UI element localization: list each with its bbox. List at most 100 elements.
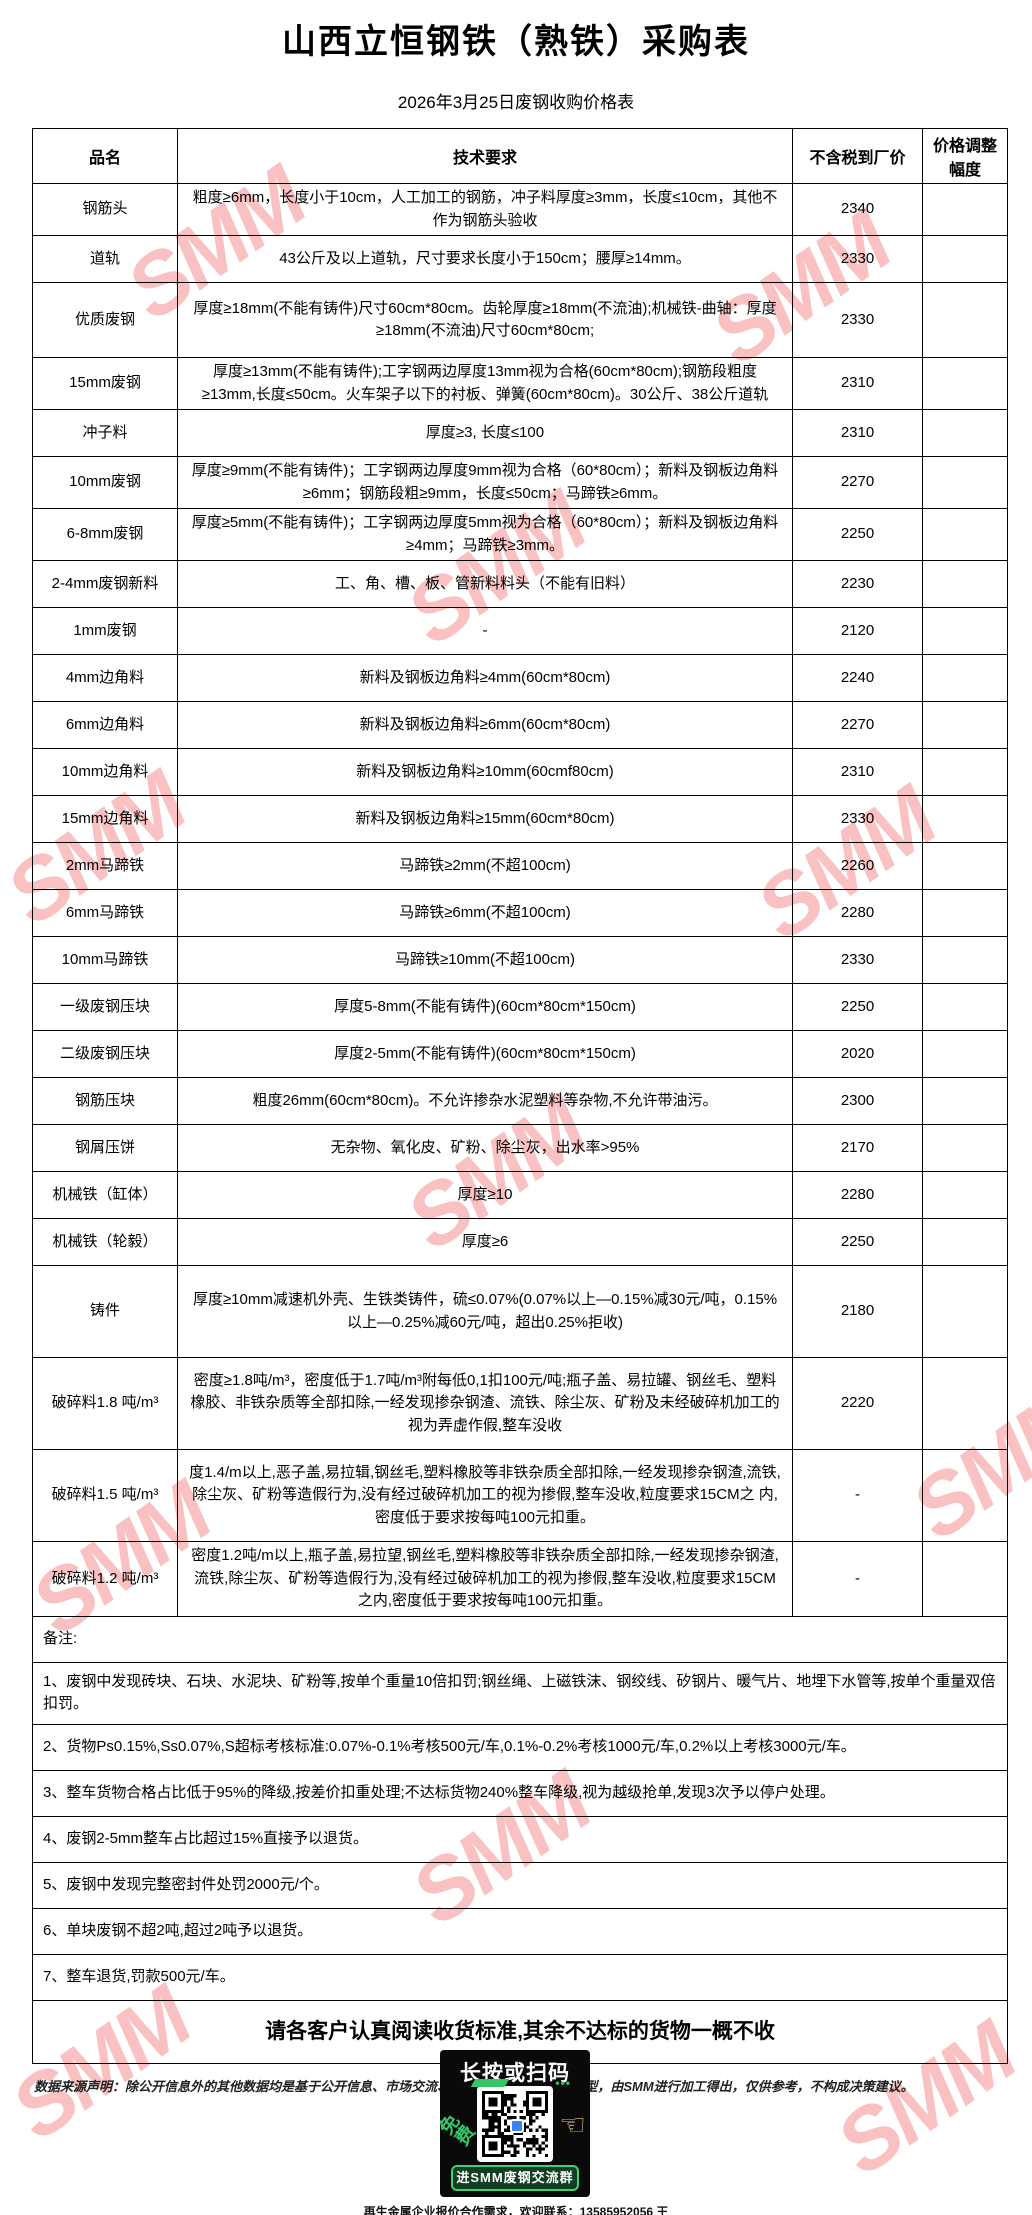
join-group-button[interactable]: 进SMM废钢交流群 (451, 2165, 579, 2191)
adjust-cell (922, 1218, 1008, 1266)
product-name-cell: 破碎料1.8 吨/m³ (32, 1357, 178, 1450)
page-title: 山西立恒钢铁（熟铁）采购表 (282, 23, 750, 61)
table-row: 破碎料1.8 吨/m³ 密度≥1.8吨/m³，密度低于1.7吨/m³附每低0,1… (32, 1357, 1008, 1450)
note-row: 7、整车退货,罚款500元/车。 (32, 1953, 1008, 2001)
adjust-cell (922, 1124, 1008, 1172)
pointing-hand-icon: ☜ (559, 2109, 586, 2142)
table-row: 铸件 厚度≥10mm减速机外壳、生铁类铸件，硫≤0.07%(0.07%以上—0.… (32, 1265, 1008, 1358)
product-name-cell: 铸件 (32, 1265, 178, 1358)
product-name-cell: 15mm边角料 (32, 795, 178, 843)
table-row: 15mm边角料 新料及钢板边角料≥15mm(60cm*80cm) 2330 (32, 795, 1008, 843)
col-header-adjust: 价格调整幅度 (922, 128, 1008, 184)
adjust-cell (922, 560, 1008, 608)
qr-code[interactable]: ••• (470, 2076, 570, 2162)
table-row: 机械铁（轮毅） 厚度≥6 2250 (32, 1218, 1008, 1266)
price-cell: 2340 (792, 183, 923, 236)
product-name-cell: 钢筋压块 (32, 1077, 178, 1125)
table-row: 二级废钢压块 厚度2-5mm(不能有铸件)(60cm*80cm*150cm) 2… (32, 1030, 1008, 1078)
table-row: 钢筋头 粗度≥6mm，长度小于10cm，人工加工的钢筋，冲子料厚度≥3mm，长度… (32, 183, 1008, 236)
price-cell: 2270 (792, 701, 923, 749)
table-row: 2mm马蹄铁 马蹄铁≥2mm(不超100cm) 2260 (32, 842, 1008, 890)
product-name-cell: 机械铁（轮毅） (32, 1218, 178, 1266)
table-row: 6mm马蹄铁 马蹄铁≥6mm(不超100cm) 2280 (32, 889, 1008, 937)
adjust-cell (922, 282, 1008, 358)
spec-cell: 马蹄铁≥10mm(不超100cm) (177, 936, 793, 984)
product-name-cell: 二级废钢压块 (32, 1030, 178, 1078)
product-name-cell: 4mm边角料 (32, 654, 178, 702)
free-badge: 免费 (440, 2111, 478, 2151)
product-name-cell: 6mm边角料 (32, 701, 178, 749)
adjust-cell (922, 795, 1008, 843)
note-row: 6、单块废钢不超2吨,超过2吨予以退货。 (32, 1907, 1008, 1955)
adjust-cell (922, 183, 1008, 236)
product-name-cell: 6-8mm废钢 (32, 508, 178, 561)
spec-cell: 粗度≥6mm，长度小于10cm，人工加工的钢筋，冲子料厚度≥3mm，长度≤10c… (177, 183, 793, 236)
spec-cell: 厚度2-5mm(不能有铸件)(60cm*80cm*150cm) (177, 1030, 793, 1078)
spec-cell: 43公斤及以上道轨，尺寸要求长度小于150cm；腰厚≥14mm。 (177, 235, 793, 283)
price-cell: 2020 (792, 1030, 923, 1078)
adjust-cell (922, 1449, 1008, 1542)
table-row: 6mm边角料 新料及钢板边角料≥6mm(60cm*80cm) 2270 (32, 701, 1008, 749)
note-text: 2、货物Ps0.15%,Ss0.07%,S超标考核标准:0.07%-0.1%考核… (32, 1723, 1008, 1771)
product-name-cell: 冲子料 (32, 409, 178, 457)
adjust-cell (922, 748, 1008, 796)
qr-dots-decoration: ••• (555, 2076, 571, 2090)
price-cell: 2330 (792, 795, 923, 843)
table-row: 机械铁（缸体） 厚度≥10 2280 (32, 1171, 1008, 1219)
product-name-cell: 优质废钢 (32, 282, 178, 358)
adjust-cell (922, 357, 1008, 410)
adjust-cell (922, 936, 1008, 984)
product-name-cell: 钢屑压饼 (32, 1124, 178, 1172)
table-row: 钢筋压块 粗度26mm(60cm*80cm)。不允许掺杂水泥塑料等杂物,不允许带… (32, 1077, 1008, 1125)
adjust-cell (922, 607, 1008, 655)
price-cell: 2180 (792, 1265, 923, 1358)
adjust-cell (922, 508, 1008, 561)
product-name-cell: 破碎料1.5 吨/m³ (32, 1449, 178, 1542)
price-table: 品名 技术要求 不含税到厂价 价格调整幅度 钢筋头 粗度≥6mm，长度小于10c… (32, 128, 1008, 2064)
product-name-cell: 2mm马蹄铁 (32, 842, 178, 890)
table-row: 优质废钢 厚度≥18mm(不能有铸件)尺寸60cm*80cm。齿轮厚度≥18mm… (32, 282, 1008, 358)
price-cell: 2230 (792, 560, 923, 608)
adjust-cell (922, 235, 1008, 283)
notes-list: 1、废钢中发现砖块、石块、水泥块、矿粉等,按单个重量10倍扣罚;钢丝绳、上磁铁沫… (32, 1661, 1008, 2001)
spec-cell: 厚度≥5mm(不能有铸件)；工字钢两边厚度5mm视为合格（60*80cm）；新料… (177, 508, 793, 561)
spec-cell: 厚度≥10 (177, 1171, 793, 1219)
note-text: 6、单块废钢不超2吨,超过2吨予以退货。 (32, 1907, 1008, 1955)
price-cell: 2120 (792, 607, 923, 655)
table-header: 品名 技术要求 不含税到厂价 价格调整幅度 (32, 128, 1008, 184)
adjust-cell (922, 1030, 1008, 1078)
price-cell: 2310 (792, 748, 923, 796)
table-row: 破碎料1.5 吨/m³ 度1.4/m以上,恶子盖,易拉辑,钢丝毛,塑料橡胶等非铁… (32, 1449, 1008, 1542)
table-row: 一级废钢压块 厚度5-8mm(不能有铸件)(60cm*80cm*150cm) 2… (32, 983, 1008, 1031)
note-row: 5、废钢中发现完整密封件处罚2000元/个。 (32, 1861, 1008, 1909)
product-name-cell: 钢筋头 (32, 183, 178, 236)
spec-cell: 密度1.2吨/m以上,瓶子盖,易拉望,钢丝毛,塑料橡胶等非铁杂质全部扣除,一经发… (177, 1541, 793, 1617)
table-row: 破碎料1.2 吨/m³ 密度1.2吨/m以上,瓶子盖,易拉望,钢丝毛,塑料橡胶等… (32, 1541, 1008, 1617)
spec-cell: 马蹄铁≥6mm(不超100cm) (177, 889, 793, 937)
adjust-cell (922, 1357, 1008, 1450)
product-name-cell: 15mm废钢 (32, 357, 178, 410)
product-name-cell: 10mm废钢 (32, 456, 178, 509)
note-row: 1、废钢中发现砖块、石块、水泥块、矿粉等,按单个重量10倍扣罚;钢丝绳、上磁铁沫… (32, 1661, 1008, 1725)
note-row: 2、货物Ps0.15%,Ss0.07%,S超标考核标准:0.07%-0.1%考核… (32, 1723, 1008, 1771)
price-cell: 2250 (792, 983, 923, 1031)
price-cell: 2250 (792, 508, 923, 561)
qr-promo-box[interactable]: 长按或扫码 ••• 免费 ☜ 进SMM废钢交流群 (440, 2050, 590, 2197)
product-name-cell: 2-4mm废钢新料 (32, 560, 178, 608)
price-cell: 2330 (792, 282, 923, 358)
price-cell: 2330 (792, 936, 923, 984)
spec-cell: 新料及钢板边角料≥4mm(60cm*80cm) (177, 654, 793, 702)
spec-cell: 厚度≥18mm(不能有铸件)尺寸60cm*80cm。齿轮厚度≥18mm(不流油)… (177, 282, 793, 358)
price-cell: - (792, 1541, 923, 1617)
price-cell: 2240 (792, 654, 923, 702)
qr-code-pattern (482, 2091, 548, 2157)
col-header-spec: 技术要求 (177, 128, 793, 184)
price-cell: 2260 (792, 842, 923, 890)
spec-cell: 度1.4/m以上,恶子盖,易拉辑,钢丝毛,塑料橡胶等非铁杂质全部扣除,一经发现掺… (177, 1449, 793, 1542)
spec-cell: - (177, 607, 793, 655)
note-text: 7、整车退货,罚款500元/车。 (32, 1953, 1008, 2001)
col-header-name: 品名 (32, 128, 178, 184)
qr-green-tab-decoration (470, 2079, 510, 2087)
table-row: 2-4mm废钢新料 工、角、槽、板、管新料料头（不能有旧料） 2230 (32, 560, 1008, 608)
